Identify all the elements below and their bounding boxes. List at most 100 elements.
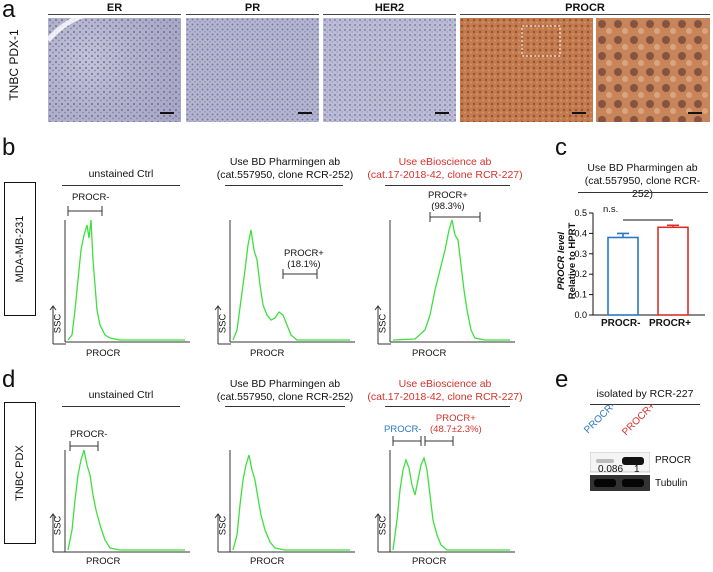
b2-title: Use BD Pharmingen ab (cat.557950, clone … [210,156,360,182]
histogram-d2 [229,450,355,553]
c-ytick-label-1: 0.1 [574,290,587,300]
d3-gate-pos [424,436,454,446]
pr-tissue-texture [186,18,319,122]
d2-xlabel: PROCR [250,556,285,567]
e-title-underline [590,404,700,405]
e-val-1: 0.086 [598,464,624,475]
panel-letter-b: b [2,134,16,161]
panel-d-row-label-box: TNBC PDX [4,402,36,544]
er-tissue-texture [48,18,181,122]
b3-gate-label: PROCR+ (98.3%) [428,190,468,212]
b1-title: unstained Ctrl [88,168,154,180]
c-sig-label: n.s. [603,204,619,215]
d3-gate-neg-label: PROCR- [384,424,422,435]
panel-letter-c: c [555,134,567,161]
header-her2: HER2 [323,2,456,15]
c-ytick-label-2: 0.2 [574,269,587,279]
histogram-b2 [229,220,355,343]
b1-gate-label: PROCR- [72,192,110,203]
b2-xlabel: PROCR [250,348,285,359]
her2-tissue-texture [323,18,456,122]
c-ytick-label-5: 0.5 [574,208,587,218]
b1-axis-arrows [49,305,66,345]
d1-xlabel: PROCR [86,556,121,567]
b3-gate-l1: PROCR+ [428,190,468,201]
d3-title-l1: Use eBioscience ab [398,378,492,390]
histogram-d1 [64,441,190,553]
e-band-procr-lane1 [596,459,614,463]
b2-gate-label: PROCR+ (18.1%) [284,248,324,270]
micrograph-procr-zoom [596,18,710,122]
panel-a-row-label: TNBC PDX-1 [7,29,21,101]
b3-title-l2: (cat.17-2018-42, clone RCR-227) [367,169,523,181]
e-lane-2-label: PROCR+ [620,400,658,438]
d1-gate-label: PROCR- [70,429,108,440]
b3-curve [392,219,510,341]
b1-gate [67,206,103,216]
b2-gate-l2: (18.1%) [287,259,321,270]
c-errorbar-0 [617,232,629,238]
panel-letter-e: e [555,366,569,393]
micrograph-procr [460,18,593,122]
c-bar-0 [607,236,639,316]
e-band-procr-lane2 [622,457,644,465]
b2-gate-l1: PROCR+ [284,248,324,259]
b3-gate [429,212,481,222]
panel-d-row-label: TNBC PDX [14,445,26,501]
c-ylabel: PROCR level Relative to HPRT [556,216,578,306]
b2-curve [232,229,350,341]
d1-axis-arrows [49,513,66,553]
b2-title-underline [225,185,343,186]
c-ytick-label-3: 0.3 [574,249,587,259]
d3-title-l2: (cat.17-2018-42, clone RCR-227) [367,391,523,403]
panel-b-row-label: MDA-MB-231 [14,215,26,283]
e-val-2: 1 [634,464,640,475]
histogram-d3 [389,436,515,553]
procr-zoom-texture [596,18,710,122]
e-band-2-label: Tubulin [655,478,688,489]
micrograph-er [48,18,181,122]
c-ytick-label-0: 0.0 [574,310,587,320]
d2-axis-arrows [214,513,231,553]
b1-curve [67,219,185,341]
micrograph-her2 [323,18,456,122]
b3-title-l1: Use eBioscience ab [398,156,492,168]
c-cat-1: PROCR- [601,318,641,329]
e-blot-tubulin [590,475,650,491]
histogram-b1 [64,206,190,343]
histogram-b3 [389,212,515,343]
b3-title-underline [385,185,510,186]
panel-b-row-label-box: MDA-MB-231 [4,182,36,316]
e-band-tubulin-lane2 [622,479,644,487]
d1-curve [67,449,185,551]
d3-curve [392,455,510,551]
header-pr: PR [186,2,319,15]
e-blot-procr [590,452,650,473]
d3-title-underline [385,406,510,407]
e-band-tubulin-lane1 [594,479,616,487]
b3-xlabel: PROCR [412,348,447,359]
c-title: Use BD Pharmingen ab (cat.557950, clone … [575,162,710,201]
panel-letter-a: a [2,0,16,23]
e-title: isolated by RCR-227 [596,388,694,400]
c-errorbar-1 [667,224,679,228]
header-procr: PROCR [460,2,710,15]
d3-axis-arrows [374,513,391,553]
d3-gate-pos-label: PROCR+ (48.7±2.3%) [430,413,482,435]
b1-title-underline [62,185,180,186]
b2-axis-arrows [214,305,231,345]
d2-title-l1: Use BD Pharmingen ab [229,378,341,390]
b2-gate [282,269,318,279]
micrograph-pr [186,18,319,122]
bar-chart-c: 0.0 0.1 0.2 0.3 0.4 0.5 [574,208,705,320]
d3-gate-neg [392,436,422,446]
b1-xlabel: PROCR [86,348,121,359]
c-bar-1 [657,226,689,316]
c-cat-2: PROCR+ [649,318,691,329]
d2-title-l2: (cat.557950, clone RCR-252) [216,391,354,403]
c-title-l1: Use BD Pharmingen ab [587,162,698,174]
procr-tissue-texture [460,18,593,122]
b3-title: Use eBioscience ab (cat.17-2018-42, clon… [365,156,525,182]
header-er: ER [48,2,181,15]
d2-curve [232,454,350,551]
